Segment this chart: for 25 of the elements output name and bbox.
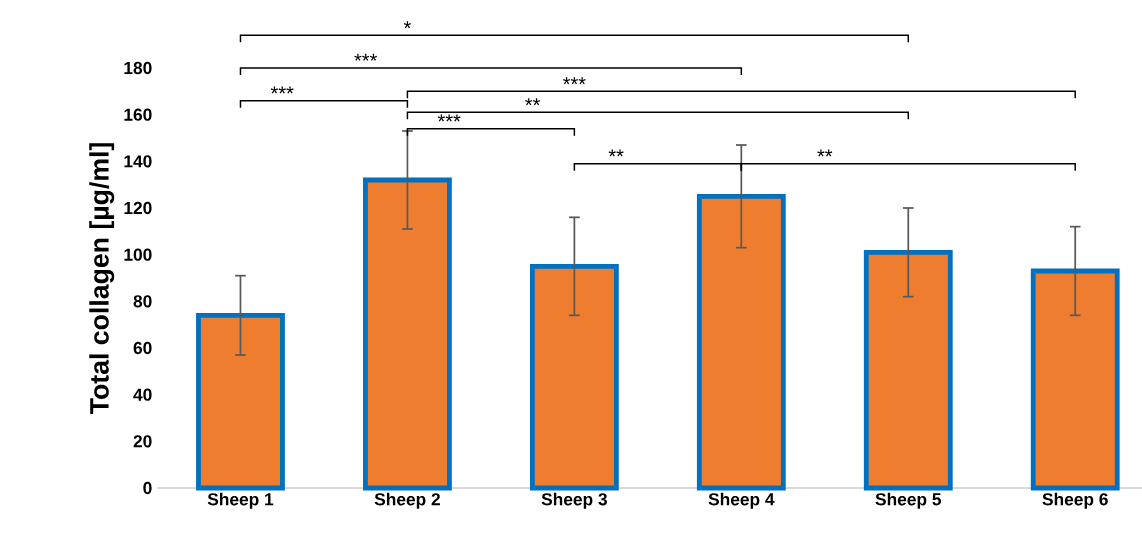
y-tick-label: 140	[124, 155, 152, 168]
x-tick-label: Sheep 4	[708, 492, 775, 509]
y-axis-title: Total collagen [µg/ml]	[89, 143, 115, 415]
y-tick-label: 180	[124, 61, 152, 75]
y-tick-label: 20	[133, 435, 152, 448]
y-tick-label: 160	[124, 108, 152, 121]
y-tick-label: 0	[143, 481, 152, 495]
annotation: **	[525, 98, 541, 106]
x-tick-label: Sheep 5	[875, 492, 942, 509]
y-tick-label: 100	[124, 248, 152, 261]
y-tick-label: 60	[133, 341, 152, 355]
annotation: ***	[437, 114, 461, 122]
text: *	[403, 21, 411, 29]
y-tick-label: 80	[133, 295, 152, 308]
x-tick-label: Sheep 3	[541, 492, 607, 509]
x-tick-label: Sheep 6	[1042, 492, 1108, 509]
y-tick-label: 120	[124, 201, 152, 215]
annotation: **	[817, 149, 833, 157]
annotation: ***	[270, 86, 294, 94]
text: ***	[354, 53, 378, 61]
x-tick-label: Sheep 1	[207, 492, 274, 509]
annotation: **	[608, 149, 624, 157]
annotation: ***	[563, 77, 586, 85]
y-tick-label: 40	[133, 388, 152, 401]
x-tick-label: Sheep 2	[374, 492, 440, 509]
